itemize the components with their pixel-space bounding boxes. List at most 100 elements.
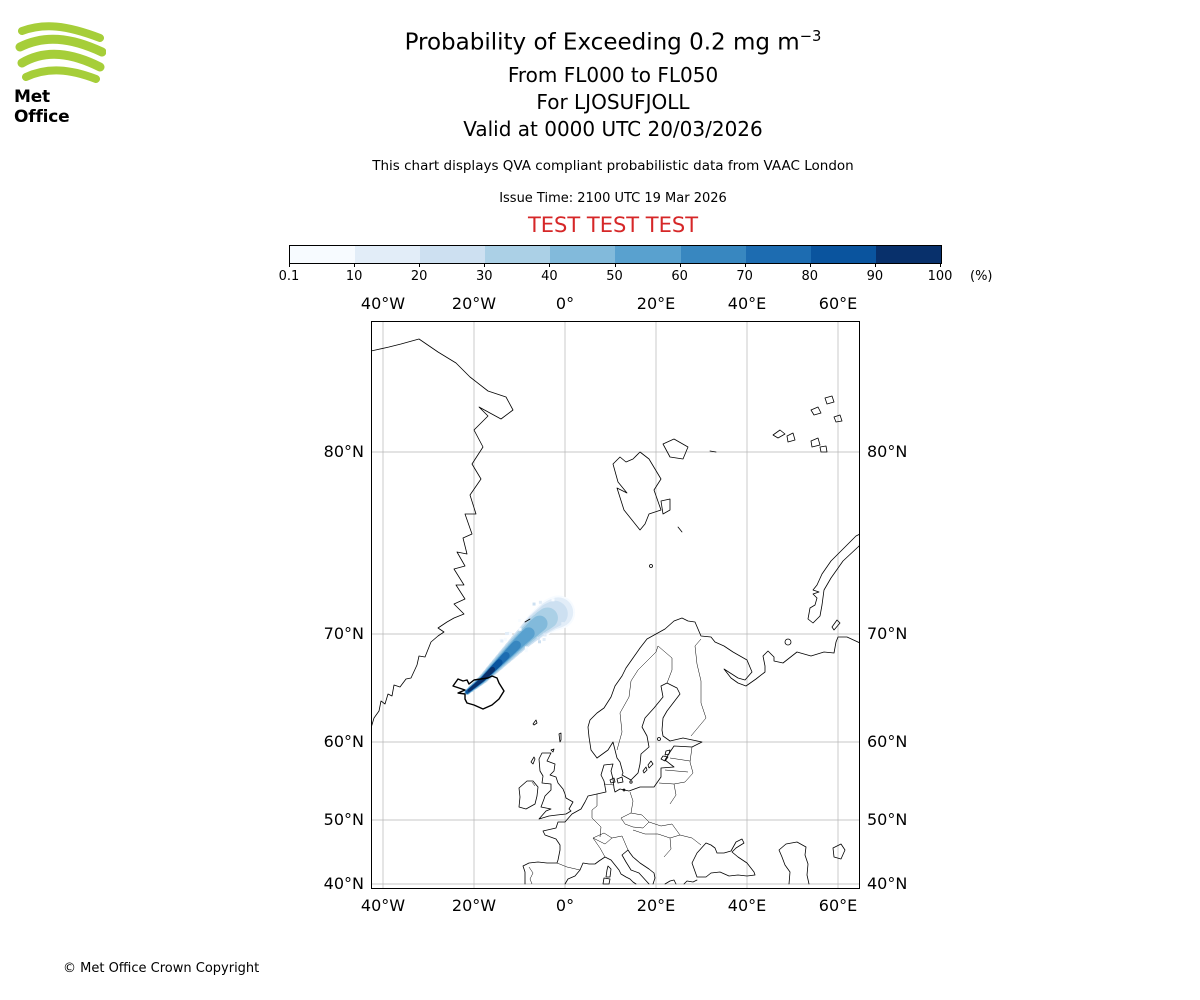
border-norway-sweden	[616, 645, 659, 751]
latitude-label-right: 40°N	[867, 874, 908, 893]
longitude-label-top: 20°E	[636, 294, 676, 313]
valid-time: Valid at 0000 UTC 20/03/2026	[463, 117, 763, 141]
latitude-label-left: 70°N	[323, 624, 364, 643]
coast-bornholm	[629, 780, 633, 784]
colorbar-tick-label: 20	[410, 269, 428, 284]
colorbar-segment	[550, 246, 616, 263]
plume-speckle	[504, 632, 508, 636]
plume-speckle	[503, 637, 507, 641]
border-baltics-poland	[658, 746, 694, 805]
border-rhine-line	[591, 794, 602, 838]
coast-great-britain	[538, 752, 574, 820]
coastlines	[371, 338, 860, 885]
plume-contour-band	[509, 640, 521, 652]
test-banner: TEST TEST TEST	[527, 213, 699, 237]
coast-baltic-westeurope	[522, 682, 703, 885]
colorbar-segment	[615, 246, 681, 263]
coast-scottish-isles	[530, 732, 562, 765]
plume-speckle	[536, 636, 540, 640]
plume-speckle	[551, 598, 555, 602]
coast-faroe	[532, 719, 538, 726]
coast-black-sea	[691, 838, 756, 878]
latitude-label-left: 60°N	[323, 732, 364, 751]
coast-aral	[832, 843, 846, 860]
longitude-label-bottom: 20°W	[451, 896, 497, 915]
volcano-name: For LJOSUFJOLL	[536, 90, 690, 114]
border-denmark-germany	[603, 783, 615, 786]
colorbar-unit-label: (%)	[970, 269, 993, 284]
coast-corsica-sardinia	[602, 865, 612, 885]
coast-nordaustlandet	[662, 438, 689, 460]
plume-contour-band	[500, 652, 510, 661]
coast-aegean-marmara	[664, 879, 698, 885]
ash-plume-layer	[464, 595, 576, 695]
coast-ruegen	[622, 788, 626, 792]
longitude-label-bottom: 40°W	[360, 896, 406, 915]
plume-contour-band	[519, 627, 535, 643]
colorbar-tick	[614, 263, 616, 267]
coast-mediterranean-west	[564, 856, 637, 885]
longitude-label-top: 40°W	[360, 294, 406, 313]
latitude-label-right: 80°N	[867, 442, 908, 461]
coast-bjornoya	[649, 564, 653, 568]
flight-level-range: From FL000 to FL050	[507, 63, 719, 87]
colorbar-segment	[810, 246, 876, 263]
coast-adriatic	[621, 849, 656, 885]
plume-speckle	[561, 622, 565, 626]
border-ireland-uk	[531, 781, 536, 787]
colorbar-tick-label: 100	[927, 269, 953, 284]
coast-greenland	[371, 338, 514, 729]
coast-ireland	[518, 780, 539, 810]
plume-speckle	[508, 632, 512, 636]
colorbar-tick	[809, 263, 811, 267]
map-panel	[371, 321, 860, 889]
colorbar-tick	[549, 263, 551, 267]
border-sweden-finland	[657, 645, 673, 684]
coast-franz-josef-land	[772, 395, 843, 453]
chart-description: This chart displays QVA compliant probab…	[372, 158, 854, 174]
country-borders	[528, 638, 707, 885]
colorbar-tick-label: 0.1	[278, 269, 300, 284]
plume-speckle	[518, 627, 522, 631]
colorbar-tick	[874, 263, 876, 267]
colorbar-tick-label: 30	[476, 269, 493, 284]
coast-norway-arctic-russia	[587, 617, 860, 759]
longitude-label-top: 40°E	[727, 294, 767, 313]
colorbar-tick	[484, 263, 486, 267]
latitude-label-left: 40°N	[323, 874, 364, 893]
colorbar-tick	[289, 263, 290, 267]
longitude-label-bottom: 0°	[555, 896, 575, 915]
longitude-label-bottom: 20°E	[636, 896, 676, 915]
colorbar-segment	[485, 246, 551, 263]
map-frame	[371, 321, 860, 889]
colorbar-tick-label: 90	[866, 269, 884, 284]
longitude-label-top: 0°	[555, 294, 575, 313]
colorbar-tick-label: 50	[606, 269, 623, 284]
chart-title: Probability of Exceeding 0.2 mg m−3	[404, 28, 822, 56]
coast-kvitoya	[709, 450, 717, 453]
coast-kolguyev	[784, 638, 792, 646]
border-alps	[592, 832, 629, 858]
coast-aland	[657, 737, 661, 741]
colorbar-tick	[679, 263, 681, 267]
longitude-label-bottom: 40°E	[727, 896, 767, 915]
border-finland-russia	[690, 638, 707, 737]
coast-edgeoya	[660, 498, 671, 515]
colorbar-segment	[290, 246, 356, 263]
border-danube-balkans	[632, 821, 702, 858]
colorbar-tick-label: 10	[345, 269, 363, 284]
met-office-wordmark: Met Office	[14, 87, 70, 127]
colorbar-tick	[940, 263, 941, 267]
met-office-logo: Met Office	[14, 22, 110, 127]
coast-vaygach	[831, 619, 841, 631]
border-spain-portugal	[528, 866, 534, 885]
colorbar-tick-label: 70	[736, 269, 753, 284]
plume-contour-band	[494, 659, 503, 668]
colorbar-segment	[355, 246, 421, 263]
met-office-waves-icon	[15, 22, 106, 83]
plume-speckle	[500, 639, 504, 643]
colorbar-tick-label: 80	[801, 269, 819, 284]
mercator-map	[371, 321, 860, 889]
coast-iceland	[452, 675, 505, 710]
